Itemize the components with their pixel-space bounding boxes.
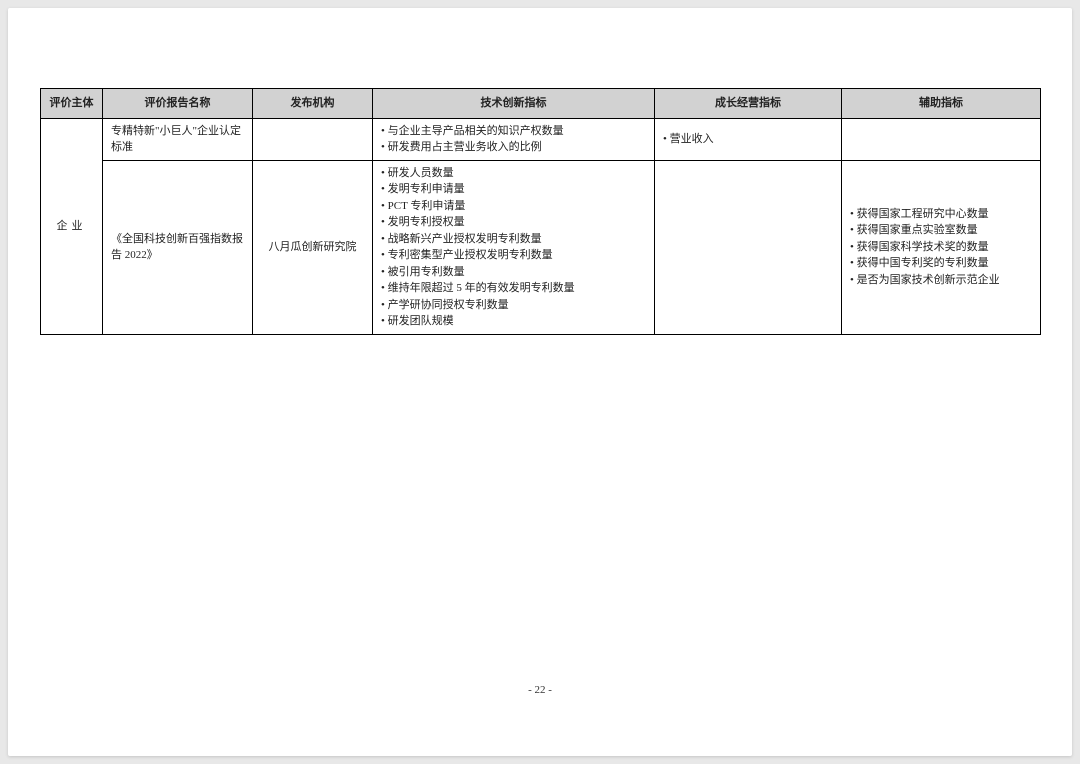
list-item: 研发费用占主营业务收入的比例 — [381, 139, 646, 156]
cell-report-2: 《全国科技创新百强指数报告 2022》 — [103, 160, 253, 334]
header-aux: 辅助指标 — [842, 89, 1041, 119]
cell-growth-1: 营业收入 — [655, 118, 842, 160]
list-item: 获得国家科学技术奖的数量 — [850, 239, 1032, 256]
list-item: 维持年限超过 5 年的有效发明专利数量 — [381, 280, 646, 297]
list-item: PCT 专利申请量 — [381, 198, 646, 215]
list-item: 获得国家工程研究中心数量 — [850, 206, 1032, 223]
header-tech: 技术创新指标 — [373, 89, 655, 119]
cell-aux-1 — [842, 118, 1041, 160]
cell-subject: 企业 — [41, 118, 103, 334]
header-report: 评价报告名称 — [103, 89, 253, 119]
aux-list-2: 获得国家工程研究中心数量获得国家重点实验室数量获得国家科学技术奖的数量获得中国专… — [850, 206, 1032, 289]
cell-growth-2 — [655, 160, 842, 334]
cell-aux-2: 获得国家工程研究中心数量获得国家重点实验室数量获得国家科学技术奖的数量获得中国专… — [842, 160, 1041, 334]
list-item: 战略新兴产业授权发明专利数量 — [381, 231, 646, 248]
list-item: 发明专利申请量 — [381, 181, 646, 198]
tech-list-1: 与企业主导产品相关的知识产权数量研发费用占主营业务收入的比例 — [381, 123, 646, 156]
header-publisher: 发布机构 — [253, 89, 373, 119]
list-item: 研发团队规模 — [381, 313, 646, 330]
header-subject: 评价主体 — [41, 89, 103, 119]
table-row: 企业 专精特新"小巨人"企业认定标准 与企业主导产品相关的知识产权数量研发费用占… — [41, 118, 1041, 160]
tech-list-2: 研发人员数量发明专利申请量PCT 专利申请量发明专利授权量战略新兴产业授权发明专… — [381, 165, 646, 330]
evaluation-table: 评价主体 评价报告名称 发布机构 技术创新指标 成长经营指标 辅助指标 企业 专… — [40, 88, 1041, 335]
list-item: 被引用专利数量 — [381, 264, 646, 281]
cell-tech-1: 与企业主导产品相关的知识产权数量研发费用占主营业务收入的比例 — [373, 118, 655, 160]
list-item: 营业收入 — [663, 131, 833, 148]
header-growth: 成长经营指标 — [655, 89, 842, 119]
document-page: 评价主体 评价报告名称 发布机构 技术创新指标 成长经营指标 辅助指标 企业 专… — [8, 8, 1072, 756]
cell-report-1: 专精特新"小巨人"企业认定标准 — [103, 118, 253, 160]
list-item: 获得中国专利奖的专利数量 — [850, 255, 1032, 272]
table-header-row: 评价主体 评价报告名称 发布机构 技术创新指标 成长经营指标 辅助指标 — [41, 89, 1041, 119]
list-item: 发明专利授权量 — [381, 214, 646, 231]
list-item: 研发人员数量 — [381, 165, 646, 182]
cell-publisher-1 — [253, 118, 373, 160]
list-item: 产学研协同授权专利数量 — [381, 297, 646, 314]
cell-publisher-2: 八月瓜创新研究院 — [253, 160, 373, 334]
page-number: - 22 - — [8, 684, 1072, 696]
growth-list-1: 营业收入 — [663, 131, 833, 148]
list-item: 获得国家重点实验室数量 — [850, 222, 1032, 239]
list-item: 是否为国家技术创新示范企业 — [850, 272, 1032, 289]
list-item: 专利密集型产业授权发明专利数量 — [381, 247, 646, 264]
list-item: 与企业主导产品相关的知识产权数量 — [381, 123, 646, 140]
table-row: 《全国科技创新百强指数报告 2022》 八月瓜创新研究院 研发人员数量发明专利申… — [41, 160, 1041, 334]
cell-tech-2: 研发人员数量发明专利申请量PCT 专利申请量发明专利授权量战略新兴产业授权发明专… — [373, 160, 655, 334]
